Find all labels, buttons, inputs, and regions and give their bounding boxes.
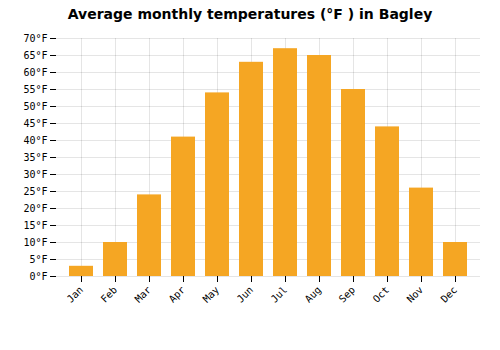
- svg-text:20°F: 20°F: [23, 203, 47, 214]
- svg-text:Sep: Sep: [337, 284, 358, 305]
- svg-text:50°F: 50°F: [23, 101, 47, 112]
- svg-text:60°F: 60°F: [23, 67, 47, 78]
- svg-text:5°F: 5°F: [29, 254, 47, 265]
- svg-text:25°F: 25°F: [23, 186, 47, 197]
- svg-text:65°F: 65°F: [23, 50, 47, 61]
- svg-text:Jan: Jan: [65, 284, 86, 305]
- svg-text:15°F: 15°F: [23, 220, 47, 231]
- html-text:Average monthly temperatures (: Average monthly temperatures (°F ) in Ba…: [67, 6, 433, 22]
- svg-text:30°F: 30°F: [23, 169, 47, 180]
- svg-text:Apr: Apr: [167, 284, 188, 305]
- svg-text:0°F: 0°F: [29, 271, 47, 282]
- svg-text:45°F: 45°F: [23, 118, 47, 129]
- svg-text:Feb: Feb: [99, 284, 120, 305]
- svg-text:40°F: 40°F: [23, 135, 47, 146]
- svg-text:Nov: Nov: [405, 284, 426, 305]
- svg-text:35°F: 35°F: [23, 152, 47, 163]
- svg-text:Jun: Jun: [235, 284, 256, 305]
- svg-text:Oct: Oct: [371, 284, 392, 305]
- svg-text:70°F: 70°F: [23, 33, 47, 44]
- svg-text:55°F: 55°F: [23, 84, 47, 95]
- svg-text:Mar: Mar: [133, 284, 154, 305]
- svg-text:May: May: [201, 284, 222, 305]
- svg-text:Aug: Aug: [303, 284, 324, 305]
- svg-text:Jul: Jul: [269, 284, 290, 305]
- svg-text:10°F: 10°F: [23, 237, 47, 248]
- svg-text:Dec: Dec: [439, 284, 460, 305]
